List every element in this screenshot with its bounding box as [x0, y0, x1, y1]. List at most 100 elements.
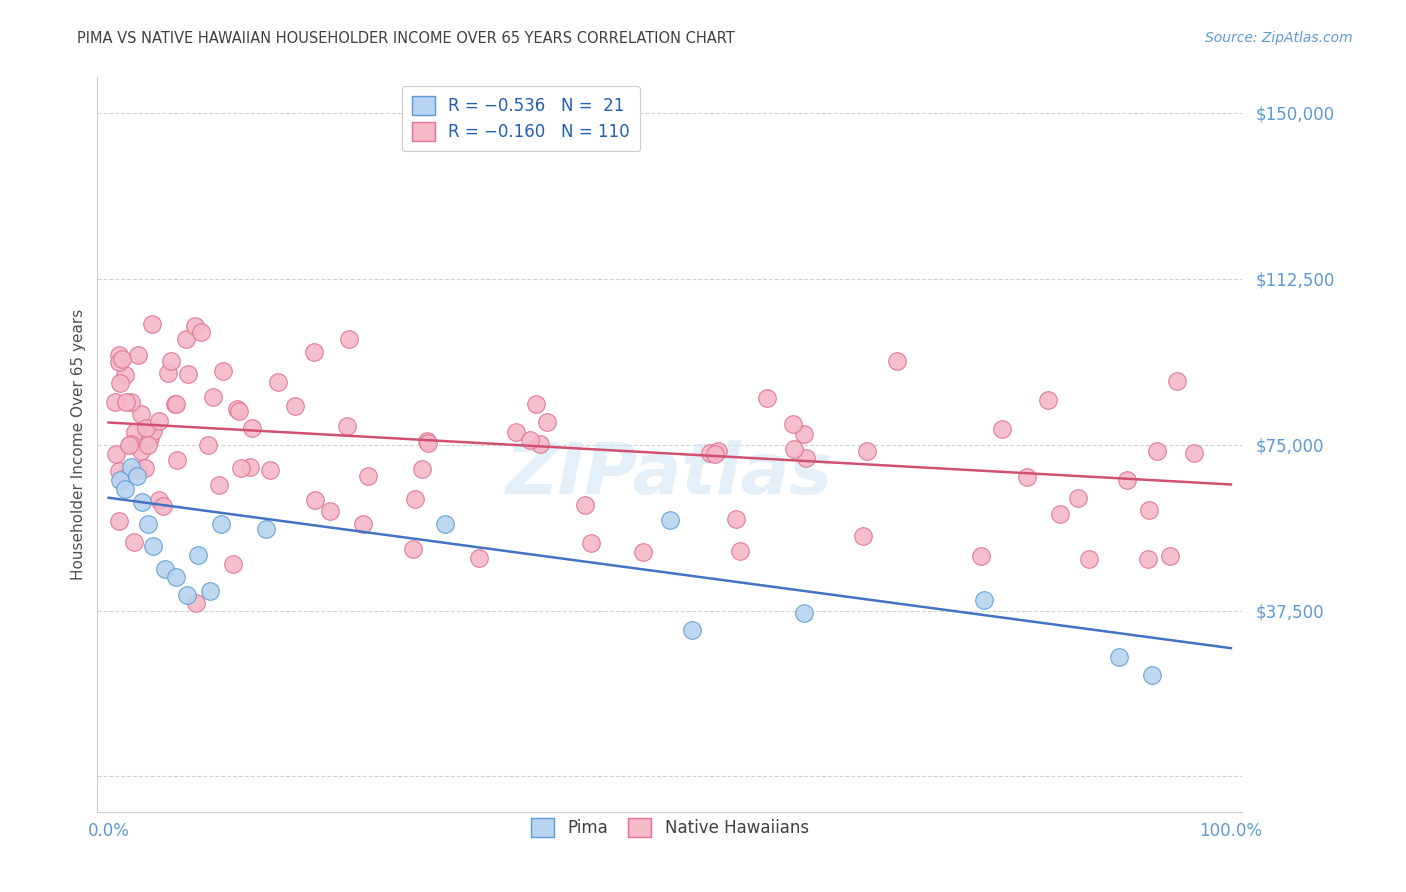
- Point: [704, 447, 727, 461]
- Point: [402, 542, 425, 557]
- Point: [730, 544, 752, 558]
- Point: [209, 517, 232, 532]
- Point: [120, 437, 142, 451]
- Point: [240, 421, 263, 435]
- Point: [111, 472, 134, 486]
- Point: [304, 492, 326, 507]
- Point: [886, 354, 908, 368]
- Point: [357, 469, 380, 483]
- Point: [129, 407, 152, 421]
- Text: PIMA VS NATIVE HAWAIIAN HOUSEHOLDER INCOME OVER 65 YEARS CORRELATION CHART: PIMA VS NATIVE HAWAIIAN HOUSEHOLDER INCO…: [77, 31, 735, 46]
- Point: [536, 416, 558, 430]
- Point: [160, 354, 183, 368]
- Point: [131, 443, 153, 458]
- Point: [416, 436, 439, 450]
- Point: [107, 515, 129, 529]
- Point: [284, 399, 307, 413]
- Point: [1146, 443, 1168, 458]
- Point: [127, 463, 149, 477]
- Point: [136, 517, 159, 532]
- Point: [107, 464, 129, 478]
- Point: [1137, 502, 1160, 516]
- Point: [104, 447, 127, 461]
- Point: [1166, 374, 1188, 388]
- Point: [1137, 551, 1160, 566]
- Point: [1142, 667, 1164, 681]
- Point: [212, 364, 235, 378]
- Point: [226, 402, 249, 417]
- Point: [222, 558, 245, 572]
- Point: [125, 468, 148, 483]
- Point: [793, 426, 815, 441]
- Text: Source: ZipAtlas.com: Source: ZipAtlas.com: [1205, 31, 1353, 45]
- Point: [122, 534, 145, 549]
- Point: [118, 437, 141, 451]
- Point: [135, 421, 157, 435]
- Point: [165, 570, 187, 584]
- Point: [794, 451, 817, 466]
- Point: [352, 517, 374, 532]
- Point: [699, 446, 721, 460]
- Point: [991, 422, 1014, 436]
- Point: [128, 348, 150, 362]
- Point: [114, 368, 136, 382]
- Point: [136, 438, 159, 452]
- Point: [108, 473, 131, 487]
- Point: [631, 545, 654, 559]
- Point: [139, 431, 162, 445]
- Point: [524, 397, 547, 411]
- Point: [108, 348, 131, 362]
- Point: [198, 583, 221, 598]
- Point: [176, 332, 198, 346]
- Point: [1015, 469, 1038, 483]
- Point: [529, 437, 551, 451]
- Point: [120, 459, 142, 474]
- Point: [519, 434, 541, 448]
- Point: [505, 425, 527, 439]
- Point: [973, 592, 995, 607]
- Point: [176, 588, 198, 602]
- Point: [141, 317, 163, 331]
- Point: [852, 529, 875, 543]
- Point: [782, 417, 804, 432]
- Point: [1182, 446, 1205, 460]
- Point: [190, 325, 212, 339]
- Point: [1049, 507, 1071, 521]
- Point: [186, 596, 208, 610]
- Point: [197, 438, 219, 452]
- Point: [208, 478, 231, 492]
- Point: [681, 624, 703, 638]
- Legend: Pima, Native Hawaiians: Pima, Native Hawaiians: [524, 812, 815, 844]
- Point: [176, 368, 198, 382]
- Point: [124, 425, 146, 440]
- Point: [254, 522, 277, 536]
- Point: [1115, 473, 1137, 487]
- Point: [104, 394, 127, 409]
- Point: [1108, 650, 1130, 665]
- Point: [131, 495, 153, 509]
- Point: [793, 606, 815, 620]
- Point: [165, 397, 187, 411]
- Point: [856, 443, 879, 458]
- Point: [468, 551, 491, 566]
- Point: [228, 404, 250, 418]
- Point: [231, 461, 253, 475]
- Point: [142, 540, 165, 554]
- Point: [404, 491, 426, 506]
- Point: [187, 548, 209, 562]
- Point: [337, 332, 360, 346]
- Point: [201, 390, 224, 404]
- Point: [108, 376, 131, 390]
- Point: [1078, 552, 1101, 566]
- Point: [165, 397, 187, 411]
- Point: [115, 395, 138, 409]
- Point: [153, 561, 176, 575]
- Point: [579, 535, 602, 549]
- Point: [434, 517, 457, 532]
- Point: [142, 424, 165, 438]
- Point: [1067, 491, 1090, 505]
- Point: [152, 499, 174, 513]
- Point: [148, 492, 170, 507]
- Point: [1159, 549, 1181, 564]
- Point: [184, 318, 207, 333]
